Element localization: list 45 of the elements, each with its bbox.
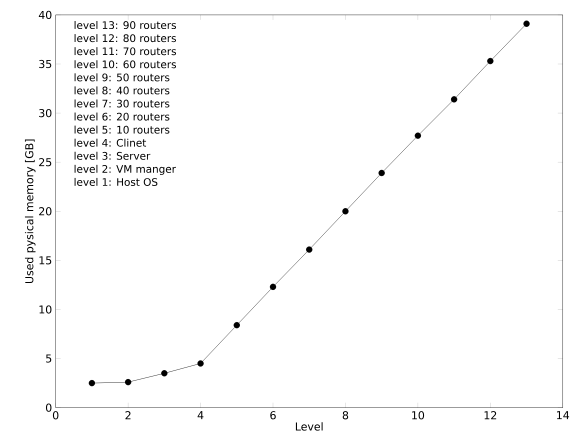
annotation: level 10: 60 routers	[74, 60, 176, 68]
y-axis-title: Used pysical memory [GB]	[24, 139, 36, 283]
annotation: level 2: VM manger	[74, 164, 176, 175]
point	[414, 132, 422, 139]
annotation: level 6: 20 routers	[74, 112, 170, 120]
x-tick-label: 6	[270, 410, 276, 420]
y-tick-label: 20	[39, 206, 52, 216]
x-tick-label: 14	[557, 410, 570, 419]
annotation: level 9: 50 routers	[74, 73, 170, 82]
annotation: level 13: 90 routers	[74, 20, 176, 29]
x-tick-label: 10	[412, 410, 424, 420]
y-tick-label: 30	[39, 108, 52, 118]
y-tick-label: 35	[39, 60, 52, 68]
point	[161, 370, 168, 376]
point	[450, 96, 458, 102]
annotation: level 7: 30 routers	[74, 99, 170, 108]
y-tick-label: 0	[46, 403, 52, 412]
x-tick-label: 0	[52, 410, 58, 420]
annotation: level 12: 80 routers	[74, 34, 176, 42]
annotation: level 5: 10 routers	[74, 125, 170, 134]
x-tick-label: 12	[484, 410, 496, 420]
annotation: level 1: Host OS	[74, 178, 158, 186]
y-tick-label: 5	[46, 354, 52, 362]
annotation: level 3: Server	[74, 152, 150, 160]
point	[270, 283, 276, 290]
y-tick-label: 15	[40, 256, 52, 264]
annotation: level 8: 40 routers	[74, 86, 170, 94]
point	[306, 246, 312, 253]
point	[234, 322, 240, 328]
point	[124, 378, 132, 386]
x-tick-label: 2	[125, 410, 130, 420]
x-tick-label: 8	[342, 410, 348, 420]
point	[88, 380, 96, 386]
point	[487, 58, 494, 64]
annotation: level 4: Clinet	[74, 138, 146, 147]
point	[378, 170, 385, 176]
point	[342, 208, 349, 214]
y-tick-label: 40	[38, 10, 52, 19]
annotation: level 11: 70 routers	[74, 46, 176, 55]
y-tick-label: 10	[40, 305, 52, 314]
point	[197, 360, 204, 366]
x-tick-label: 4	[198, 410, 204, 419]
x-axis-title: Level	[296, 422, 323, 430]
y-tick-label: 25	[39, 158, 52, 166]
point	[523, 20, 530, 27]
